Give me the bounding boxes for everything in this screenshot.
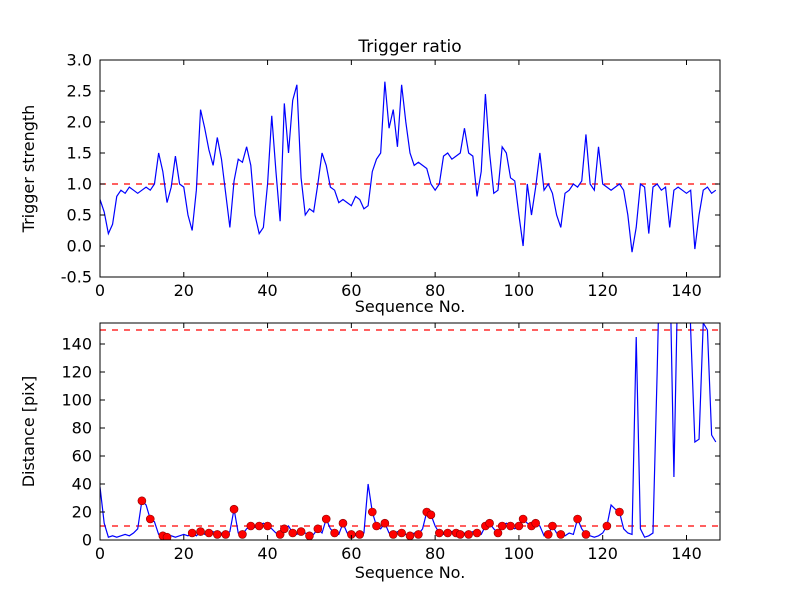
event-marker xyxy=(263,521,272,531)
top-y-axis-label: Trigger strength xyxy=(19,105,38,234)
event-marker xyxy=(280,524,289,534)
event-marker xyxy=(388,530,398,539)
event-marker xyxy=(296,527,306,536)
y-tick-label: 1.5 xyxy=(67,144,92,163)
x-tick-label: 120 xyxy=(587,544,618,563)
y-tick-label: 0.0 xyxy=(67,237,92,256)
event-marker xyxy=(443,528,453,538)
event-marker xyxy=(615,507,624,517)
event-marker xyxy=(196,527,205,536)
event-marker xyxy=(414,530,423,539)
bottom-x-axis-label: Sequence No. xyxy=(355,563,466,582)
y-tick-label: 0.5 xyxy=(67,206,92,225)
x-tick-label: 60 xyxy=(341,281,361,300)
event-marker xyxy=(455,530,465,539)
x-tick-label: 80 xyxy=(425,544,445,563)
event-marker xyxy=(313,524,323,534)
event-marker xyxy=(229,504,239,514)
y-tick-label: -0.5 xyxy=(61,268,92,287)
y-tick-label: 140 xyxy=(61,335,92,354)
event-marker xyxy=(355,530,365,539)
event-marker xyxy=(397,528,406,538)
event-marker xyxy=(497,521,507,531)
y-tick-label: 2.5 xyxy=(67,82,92,101)
event-marker xyxy=(405,531,415,540)
data-line xyxy=(100,81,717,253)
x-tick-label: 140 xyxy=(671,544,702,563)
x-tick-label: 80 xyxy=(425,281,445,300)
bottom-y-axis-label: Distance [pix] xyxy=(19,376,38,488)
event-marker xyxy=(305,531,314,540)
top-x-axis-label: Sequence No. xyxy=(355,297,466,316)
event-marker xyxy=(518,514,528,524)
y-tick-label: 0 xyxy=(82,531,92,550)
event-marker xyxy=(246,521,256,531)
event-marker xyxy=(221,530,230,539)
event-marker xyxy=(581,530,591,539)
event-marker xyxy=(367,507,377,517)
event-marker xyxy=(288,528,298,538)
event-marker xyxy=(426,510,436,520)
event-marker xyxy=(145,514,155,524)
axes-frame xyxy=(99,59,721,278)
event-marker xyxy=(514,521,524,531)
event-marker xyxy=(531,518,540,528)
event-marker xyxy=(137,496,147,506)
y-tick-label: 2.0 xyxy=(67,113,92,132)
event-marker xyxy=(485,518,494,528)
bottom-axes: 0 20 40 60 80 100 120 140 0 20 40 60 80 100 120 140 xyxy=(61,322,721,563)
x-tick-label: 0 xyxy=(95,281,105,300)
y-tick-label: 80 xyxy=(72,419,92,438)
event-marker xyxy=(321,514,331,524)
event-marker xyxy=(330,528,339,538)
event-marker xyxy=(435,528,444,538)
axes-frame xyxy=(99,322,721,541)
event-marker xyxy=(573,514,582,524)
x-tick-label: 20 xyxy=(174,281,194,300)
event-marker xyxy=(338,518,348,528)
top-axes: 0 20 40 60 80 100 120 140 -0.5 0.0 0.5 1.0 1.5 2.0 2.5… xyxy=(61,51,721,300)
event-marker xyxy=(372,521,381,531)
event-marker xyxy=(204,528,214,538)
y-tick-label: 60 xyxy=(72,447,92,466)
event-marker xyxy=(212,530,222,539)
event-marker xyxy=(548,521,557,531)
event-marker xyxy=(464,530,473,539)
event-marker xyxy=(506,521,515,531)
x-tick-label: 40 xyxy=(257,544,277,563)
y-tick-label: 120 xyxy=(61,363,92,382)
x-tick-label: 120 xyxy=(587,281,618,300)
event-marker xyxy=(162,532,172,540)
event-marker xyxy=(602,521,612,531)
event-marker xyxy=(187,528,197,538)
x-tick-label: 40 xyxy=(257,281,277,300)
y-tick-label: 40 xyxy=(72,475,92,494)
event-marker xyxy=(380,518,390,528)
x-tick-label: 100 xyxy=(504,281,535,300)
y-tick-label: 20 xyxy=(72,503,92,522)
event-marker xyxy=(556,530,566,539)
event-marker xyxy=(493,528,503,538)
chart-title: Trigger ratio xyxy=(357,37,461,57)
x-tick-label: 100 xyxy=(504,544,535,563)
event-marker xyxy=(543,530,553,539)
x-tick-label: 140 xyxy=(671,281,702,300)
y-tick-label: 1.0 xyxy=(67,175,92,194)
x-tick-label: 60 xyxy=(341,544,361,563)
x-tick-label: 0 xyxy=(95,544,105,563)
y-tick-label: 100 xyxy=(61,391,92,410)
x-tick-label: 20 xyxy=(174,544,194,563)
event-marker xyxy=(254,521,264,531)
y-tick-label: 3.0 xyxy=(67,51,92,70)
event-marker xyxy=(238,530,247,539)
event-marker xyxy=(472,528,482,538)
